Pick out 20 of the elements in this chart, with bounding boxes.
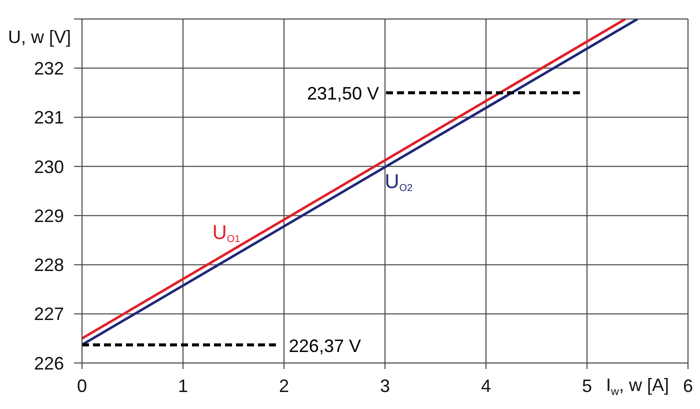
x-tick-label: 2 bbox=[278, 376, 290, 396]
y-axis-title: U, w [V] bbox=[8, 27, 71, 47]
series-label: 226,37 V bbox=[288, 336, 361, 356]
x-tick-label: 1 bbox=[178, 376, 188, 396]
y-tick-label: 229 bbox=[34, 206, 64, 226]
series-label: U$_{O1}$ bbox=[212, 222, 241, 245]
series-label: U$_{O2}$ bbox=[384, 171, 413, 194]
x-tick-label: 4 bbox=[480, 376, 492, 396]
y-tick-label: 226 bbox=[34, 353, 64, 374]
x-tick-label: 3 bbox=[380, 376, 390, 396]
y-tick-label: 232 bbox=[34, 58, 64, 79]
y-tick-label: 228 bbox=[34, 255, 64, 276]
x-tick-label: 0 bbox=[76, 376, 88, 396]
x-axis-title: I$_{w}$, w [A] bbox=[606, 375, 669, 398]
x-tick-label: 6 bbox=[682, 376, 694, 396]
y-tick-label: 230 bbox=[34, 156, 64, 177]
series-label: 231,50 V bbox=[306, 84, 380, 104]
y-tick-label: 231 bbox=[34, 108, 64, 128]
x-tick-label: 5 bbox=[582, 376, 592, 396]
y-tick-label: 227 bbox=[34, 304, 64, 324]
